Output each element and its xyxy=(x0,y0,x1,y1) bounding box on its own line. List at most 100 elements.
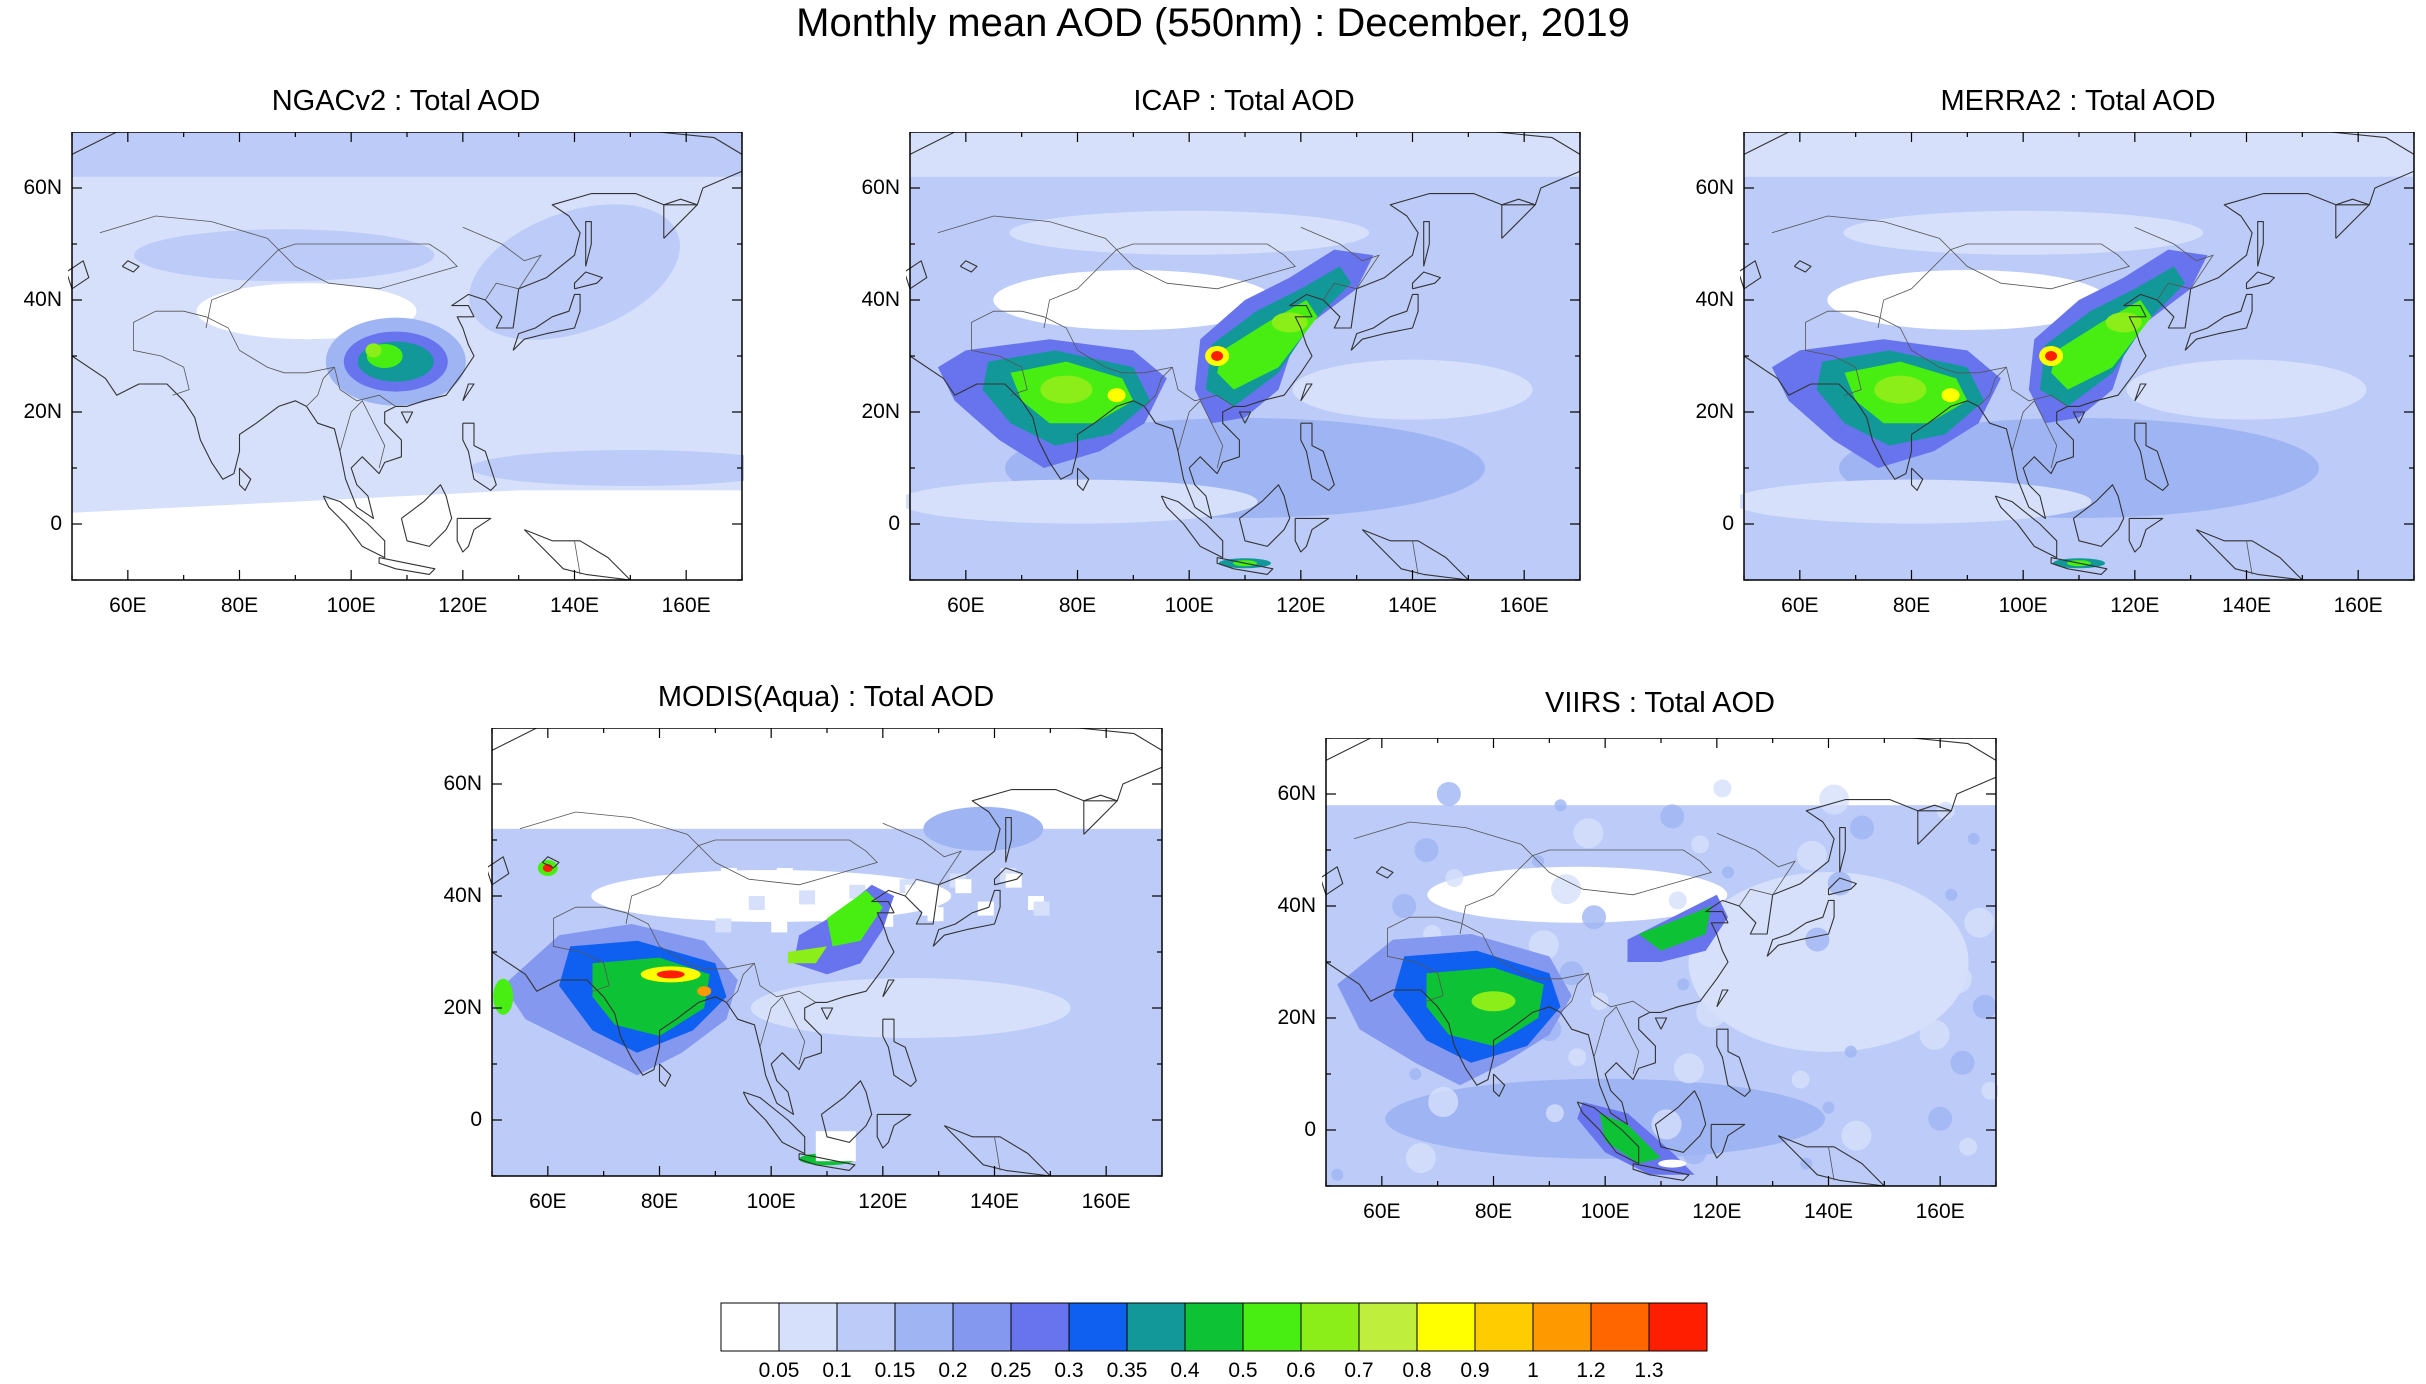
coastlines xyxy=(1322,738,1997,1187)
panel-modis-aqua: MODIS(Aqua) : Total AOD xyxy=(488,680,1164,1240)
lat-tick-label: 40N xyxy=(23,288,62,311)
lat-tick-label: 20N xyxy=(861,400,900,423)
colorbar-swatch xyxy=(720,1302,780,1352)
lon-tick-label: 60E xyxy=(529,1190,567,1213)
lat-tick-label: 0 xyxy=(1304,1118,1316,1141)
colorbar-swatch xyxy=(836,1302,896,1352)
map-plot xyxy=(1740,132,2415,581)
ticks xyxy=(491,728,1163,1177)
lon-tick-label: 160E xyxy=(661,594,711,617)
colorbar-level-label: 1 xyxy=(1527,1359,1539,1382)
lat-tick-label: 0 xyxy=(888,512,900,535)
lon-tick-label: 100E xyxy=(1580,1200,1630,1223)
lat-tick-label: 20N xyxy=(1695,400,1734,423)
aod-field xyxy=(1740,132,2414,580)
lon-tick-label: 60E xyxy=(947,594,985,617)
colorbar-level-label: 0.4 xyxy=(1170,1359,1200,1382)
colorbar-level-label: 1.3 xyxy=(1634,1359,1664,1382)
map-plot xyxy=(906,132,1581,581)
colorbar-level-label: 0.9 xyxy=(1460,1359,1490,1382)
lon-tick-label: 100E xyxy=(326,594,376,617)
colorbar-level-label: 0.6 xyxy=(1286,1359,1316,1382)
colorbar-level-label: 0.25 xyxy=(990,1359,1032,1382)
colorbar-swatch xyxy=(1010,1302,1070,1352)
colorbar-level-label: 0.5 xyxy=(1228,1359,1258,1382)
lat-tick-label: 0 xyxy=(50,512,62,535)
colorbar-swatch xyxy=(1648,1302,1708,1352)
coastlines xyxy=(68,132,743,581)
ticks xyxy=(1743,132,2415,581)
panel-title: ICAP : Total AOD xyxy=(1133,85,1355,117)
colorbar-level-label: 0.15 xyxy=(874,1359,916,1382)
colorbar-level-label: 0.35 xyxy=(1106,1359,1148,1382)
colorbar-swatch xyxy=(1358,1302,1418,1352)
lat-tick-label: 60N xyxy=(443,772,482,795)
lon-tick-label: 80E xyxy=(1474,1200,1513,1223)
lat-tick-label: 0 xyxy=(1722,512,1734,535)
colorbar-swatch xyxy=(952,1302,1012,1352)
lat-tick-label: 20N xyxy=(443,996,482,1019)
lon-tick-label: 60E xyxy=(1781,594,1819,617)
coastlines xyxy=(906,132,1581,581)
panel-icap: ICAP : Total AOD xyxy=(906,84,1582,644)
colorbar-swatch xyxy=(1242,1302,1302,1352)
lat-tick-label: 40N xyxy=(861,288,900,311)
lon-tick-label: 160E xyxy=(1499,594,1549,617)
lon-tick-label: 80E xyxy=(1058,594,1097,617)
lon-tick-label: 120E xyxy=(438,594,488,617)
panel-title: MODIS(Aqua) : Total AOD xyxy=(657,681,995,713)
panel-viirs: VIIRS : Total AOD xyxy=(1322,686,1998,1246)
lon-tick-label: 100E xyxy=(746,1190,796,1213)
borders xyxy=(1771,215,2253,575)
lat-tick-label: 60N xyxy=(1277,782,1316,805)
lat-tick-label: 40N xyxy=(1695,288,1734,311)
lat-tick-label: 60N xyxy=(1695,176,1734,199)
lat-tick-label: 0 xyxy=(470,1108,482,1131)
borders xyxy=(937,215,1419,575)
colorbar-swatch xyxy=(1126,1302,1186,1352)
colorbar-level-label: 0.05 xyxy=(758,1359,800,1382)
coastlines xyxy=(1740,132,2415,581)
lon-tick-label: 80E xyxy=(220,594,259,617)
colorbar-level-label: 0.8 xyxy=(1402,1359,1432,1382)
colorbar-swatch xyxy=(1068,1302,1128,1352)
colorbar-level-label: 0.1 xyxy=(822,1359,852,1382)
colorbar-swatch xyxy=(894,1302,954,1352)
lat-tick-label: 40N xyxy=(443,884,482,907)
lon-tick-label: 100E xyxy=(1164,594,1214,617)
colorbar-level-label: 0.2 xyxy=(938,1359,968,1382)
panel-ngacv2: NGACv2 : Total AOD xyxy=(68,84,744,644)
lat-tick-label: 20N xyxy=(1277,1006,1316,1029)
lon-tick-label: 140E xyxy=(1803,1200,1854,1223)
lat-tick-label: 60N xyxy=(23,176,62,199)
aod-field xyxy=(1326,738,1998,1186)
lat-tick-label: 40N xyxy=(1277,894,1316,917)
map-plot xyxy=(1322,738,1998,1187)
borders xyxy=(1353,821,1835,1181)
lon-tick-label: 160E xyxy=(2333,594,2383,617)
borders xyxy=(519,811,1001,1171)
panel-title: MERRA2 : Total AOD xyxy=(1940,85,2216,117)
panel-merra2: MERRA2 : Total AOD xyxy=(1740,84,2416,644)
lon-tick-label: 140E xyxy=(2221,594,2272,617)
colorbar-swatch xyxy=(1300,1302,1360,1352)
map-plot xyxy=(68,132,744,581)
lon-tick-label: 80E xyxy=(1892,594,1931,617)
lon-tick-label: 120E xyxy=(1692,1200,1742,1223)
lon-tick-label: 140E xyxy=(549,594,600,617)
lon-tick-label: 120E xyxy=(2110,594,2160,617)
colorbar-level-label: 0.3 xyxy=(1054,1359,1084,1382)
figure-title: Monthly mean AOD (550nm) : December, 201… xyxy=(796,1,1630,45)
colorbar-swatch xyxy=(1590,1302,1650,1352)
lon-tick-label: 60E xyxy=(109,594,147,617)
ticks xyxy=(909,132,1581,581)
lon-tick-label: 140E xyxy=(1387,594,1438,617)
colorbar-swatch xyxy=(1184,1302,1244,1352)
lat-tick-label: 20N xyxy=(23,400,62,423)
panel-title: NGACv2 : Total AOD xyxy=(271,85,541,117)
colorbar-level-label: 0.7 xyxy=(1344,1359,1374,1382)
aod-field xyxy=(906,132,1580,580)
lon-tick-label: 160E xyxy=(1915,1200,1965,1223)
lon-tick-label: 160E xyxy=(1081,1190,1131,1213)
lon-tick-label: 140E xyxy=(969,1190,1020,1213)
